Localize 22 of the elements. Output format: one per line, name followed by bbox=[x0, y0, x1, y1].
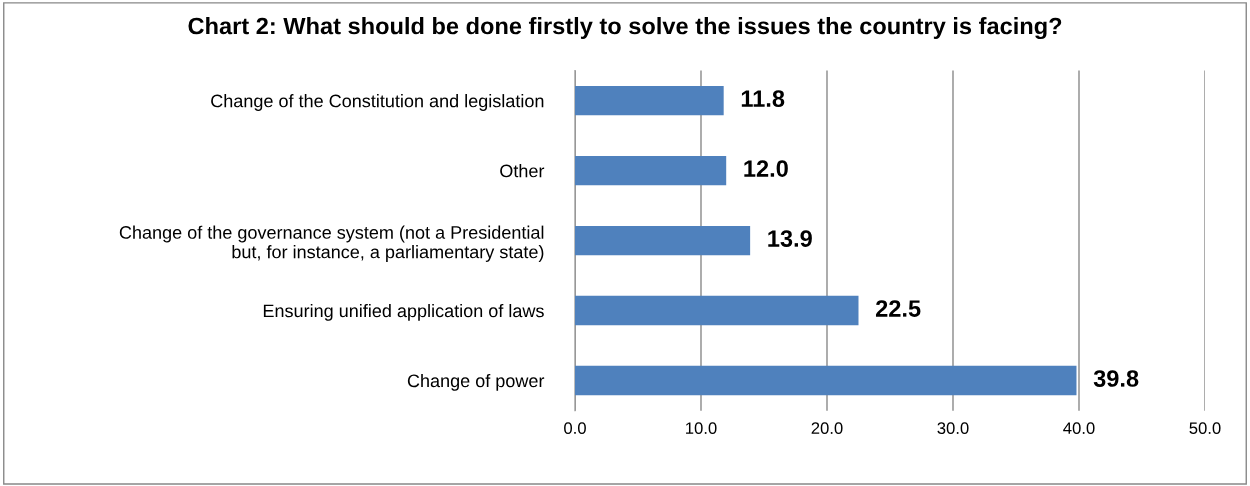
x-tick-label: 10.0 bbox=[686, 422, 717, 435]
data-label: 11.8 bbox=[741, 90, 785, 107]
bar bbox=[575, 295, 859, 326]
y-tick-label: Other bbox=[500, 164, 545, 178]
y-tick-label: Change of the Constitution and legislation bbox=[211, 94, 544, 111]
y-tick-label: Change of power bbox=[407, 373, 545, 391]
y-tick-label: Ensuring unified application of laws bbox=[263, 304, 544, 321]
bar bbox=[575, 155, 727, 186]
x-tick-label: 0.0 bbox=[564, 422, 586, 435]
bar bbox=[575, 225, 751, 256]
data-label: 13.9 bbox=[768, 230, 812, 247]
x-tick-label: 50.0 bbox=[1189, 422, 1221, 435]
data-label: 39.8 bbox=[1093, 370, 1139, 387]
x-tick-label: 30.0 bbox=[937, 422, 969, 435]
x-tick-label: 40.0 bbox=[1063, 422, 1095, 435]
x-tick-label: 20.0 bbox=[811, 422, 843, 435]
data-label: 12.0 bbox=[744, 160, 788, 177]
bar bbox=[575, 365, 1077, 396]
y-tick-label: Change of the governance system (not a Presidential but, for instance, a parliamentary state) bbox=[119, 225, 544, 262]
chart-title: Chart 2: What should be done firstly to solve the issues the country is facing? bbox=[188, 17, 1062, 40]
bar bbox=[575, 85, 724, 116]
data-label: 22.5 bbox=[875, 300, 921, 317]
